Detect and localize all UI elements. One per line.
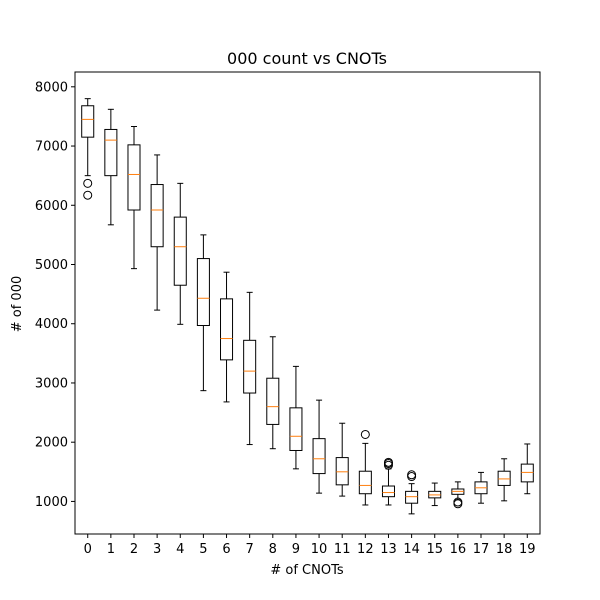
- y-axis-label: # of 000: [10, 276, 25, 333]
- x-tick-label: 12: [357, 542, 374, 557]
- x-tick-label: 13: [380, 542, 397, 557]
- x-tick-label: 19: [519, 542, 536, 557]
- box-group: [312, 399, 326, 494]
- x-tick-label: 10: [311, 542, 328, 557]
- box: [243, 339, 257, 394]
- y-tick-label: 5000: [35, 258, 68, 273]
- outlier-point: [453, 497, 463, 507]
- box: [289, 407, 303, 451]
- box-group: [81, 98, 95, 200]
- x-axis: 0 1 2 3 4 5 6 7 8 9 10 11 12 13 14 15 16 17 18 19: [84, 534, 536, 557]
- box: [312, 438, 326, 475]
- y-tick-label: 7000: [35, 140, 68, 155]
- box: [405, 490, 419, 504]
- box-group: [474, 471, 488, 504]
- box-group: [358, 429, 372, 506]
- box-group: [428, 482, 442, 507]
- plot-area: [81, 98, 534, 515]
- box: [220, 298, 234, 361]
- box-group: [220, 271, 234, 403]
- x-tick-label: 9: [292, 542, 300, 557]
- box-group: [451, 481, 465, 509]
- box-group: [127, 125, 141, 270]
- y-tick-label: 3000: [35, 376, 68, 391]
- box: [381, 485, 395, 498]
- box: [173, 216, 187, 286]
- box-group: [497, 458, 511, 502]
- x-tick-label: 6: [222, 542, 230, 557]
- x-axis-label: # of CNOTs: [270, 563, 344, 578]
- box-group: [289, 365, 303, 470]
- x-tick-label: 14: [403, 542, 420, 557]
- x-tick-label: 5: [199, 542, 207, 557]
- x-tick-label: 3: [153, 542, 161, 557]
- x-tick-label: 7: [246, 542, 254, 557]
- box: [104, 128, 118, 177]
- box-group: [520, 443, 534, 495]
- box: [81, 105, 95, 138]
- box: [127, 144, 141, 211]
- y-tick-label: 4000: [35, 317, 68, 332]
- outlier-point: [83, 178, 93, 188]
- box-group: [196, 234, 210, 392]
- x-tick-label: 16: [450, 542, 467, 557]
- axes-frame: [74, 71, 541, 535]
- box: [335, 457, 349, 486]
- box-group: [173, 182, 187, 325]
- x-tick-label: 4: [176, 542, 184, 557]
- x-tick-label: 0: [84, 542, 92, 557]
- x-tick-label: 11: [334, 542, 351, 557]
- box-group: [266, 336, 280, 450]
- y-axis: 1000 2000 3000 4000 5000 6000 7000 8000: [35, 80, 75, 510]
- box: [196, 258, 210, 327]
- x-tick-label: 1: [107, 542, 115, 557]
- box-group: [243, 291, 257, 446]
- outlier-point: [83, 190, 93, 200]
- chart-title: 000 count vs CNOTs: [227, 49, 387, 68]
- x-tick-label: 18: [496, 542, 513, 557]
- box-group: [335, 422, 349, 497]
- box: [358, 470, 372, 495]
- box: [150, 184, 164, 248]
- box-group: [381, 457, 395, 506]
- x-tick-label: 8: [269, 542, 277, 557]
- x-tick-label: 17: [473, 542, 490, 557]
- outlier-point: [383, 457, 393, 467]
- y-tick-label: 8000: [35, 80, 68, 95]
- y-tick-label: 1000: [35, 495, 68, 510]
- box-group: [150, 154, 164, 311]
- box: [520, 463, 534, 483]
- x-tick-label: 15: [426, 542, 443, 557]
- box-group: [405, 470, 419, 515]
- box-group: [104, 108, 118, 226]
- outlier-point: [360, 429, 370, 439]
- y-tick-label: 2000: [35, 436, 68, 451]
- y-tick-label: 6000: [35, 199, 68, 214]
- box: [497, 470, 511, 486]
- box: [266, 377, 280, 425]
- x-tick-label: 2: [130, 542, 138, 557]
- outlier-point: [407, 470, 417, 480]
